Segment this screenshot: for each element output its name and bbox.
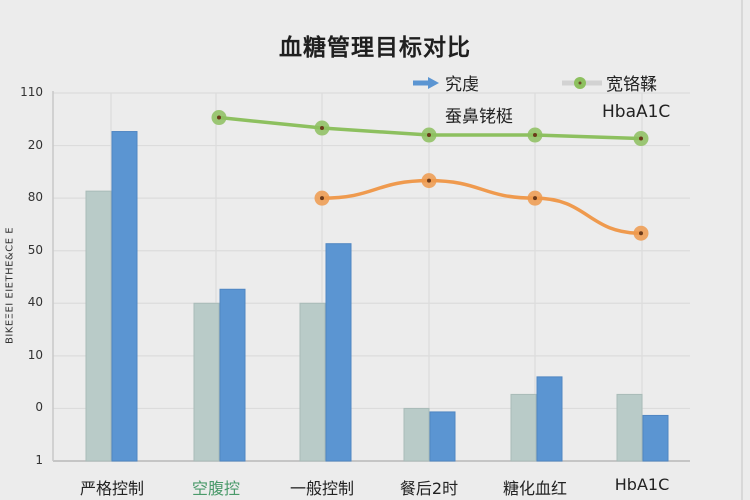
y-tick-label: 50: [27, 242, 43, 257]
line-green-point-center: [320, 126, 324, 131]
line-orange-point-center: [533, 196, 537, 201]
bar-blue: [325, 243, 352, 462]
bar-blue: [111, 131, 138, 462]
y-tick-label: 10: [27, 347, 43, 362]
bar-blue: [219, 288, 246, 462]
bar-gray: [510, 393, 537, 462]
bar-gray: [85, 190, 112, 462]
bar-gray: [299, 302, 326, 462]
legend-item-blue: 究虔: [413, 70, 479, 95]
legend-sublabel-hba1c: HbaA1C: [602, 102, 671, 122]
panel-edge-divider: [741, 0, 743, 500]
line-orange-point-center: [427, 178, 431, 183]
arrow-marker-icon: [413, 76, 439, 89]
line-orange-path: [320, 178, 643, 235]
line-green-point-center: [639, 136, 643, 141]
x-axis-label: 餐后2时: [399, 479, 459, 498]
line-green-point-center: [217, 115, 221, 120]
x-axis-label: HbA1C: [614, 475, 670, 494]
y-tick-label: 0: [35, 400, 43, 415]
bar-blue: [536, 376, 563, 462]
x-axis-label: 空腹控: [191, 479, 240, 498]
line-green-point-center: [533, 133, 537, 138]
y-tick-label: 80: [27, 190, 43, 205]
circle-line-marker-icon: [562, 76, 602, 89]
y-tick-label: 20: [27, 137, 43, 152]
bar-blue: [642, 414, 669, 462]
legend-label-green: 宽铬鞣: [606, 75, 657, 95]
line-orange-point-center: [320, 196, 324, 201]
y-tick-label: 1: [35, 453, 43, 467]
y-tick-label: 110: [20, 85, 43, 99]
bar-gray: [193, 302, 220, 462]
x-axis-label: 一般控制: [289, 479, 354, 498]
legend-item-green: 宽铬鞣: [562, 70, 657, 95]
x-axis-label: 严格控制: [79, 479, 144, 498]
x-axis-label: 糖化血红: [502, 479, 567, 498]
legend-sublabel-orange: 蚕鼻铑梃: [445, 107, 513, 127]
line-green-point-center: [427, 133, 431, 138]
line-orange-point-center: [639, 231, 643, 236]
bar-blue: [429, 411, 456, 462]
bar-gray: [403, 407, 430, 462]
y-axis-label: BIKEΞEI EIETHE&CE E: [4, 226, 16, 345]
chart-title: 血糖管理目标对比: [279, 35, 471, 61]
y-tick-label: 40: [27, 295, 43, 310]
bar-gray: [616, 393, 643, 462]
legend-label-blue: 究虔: [445, 75, 479, 95]
